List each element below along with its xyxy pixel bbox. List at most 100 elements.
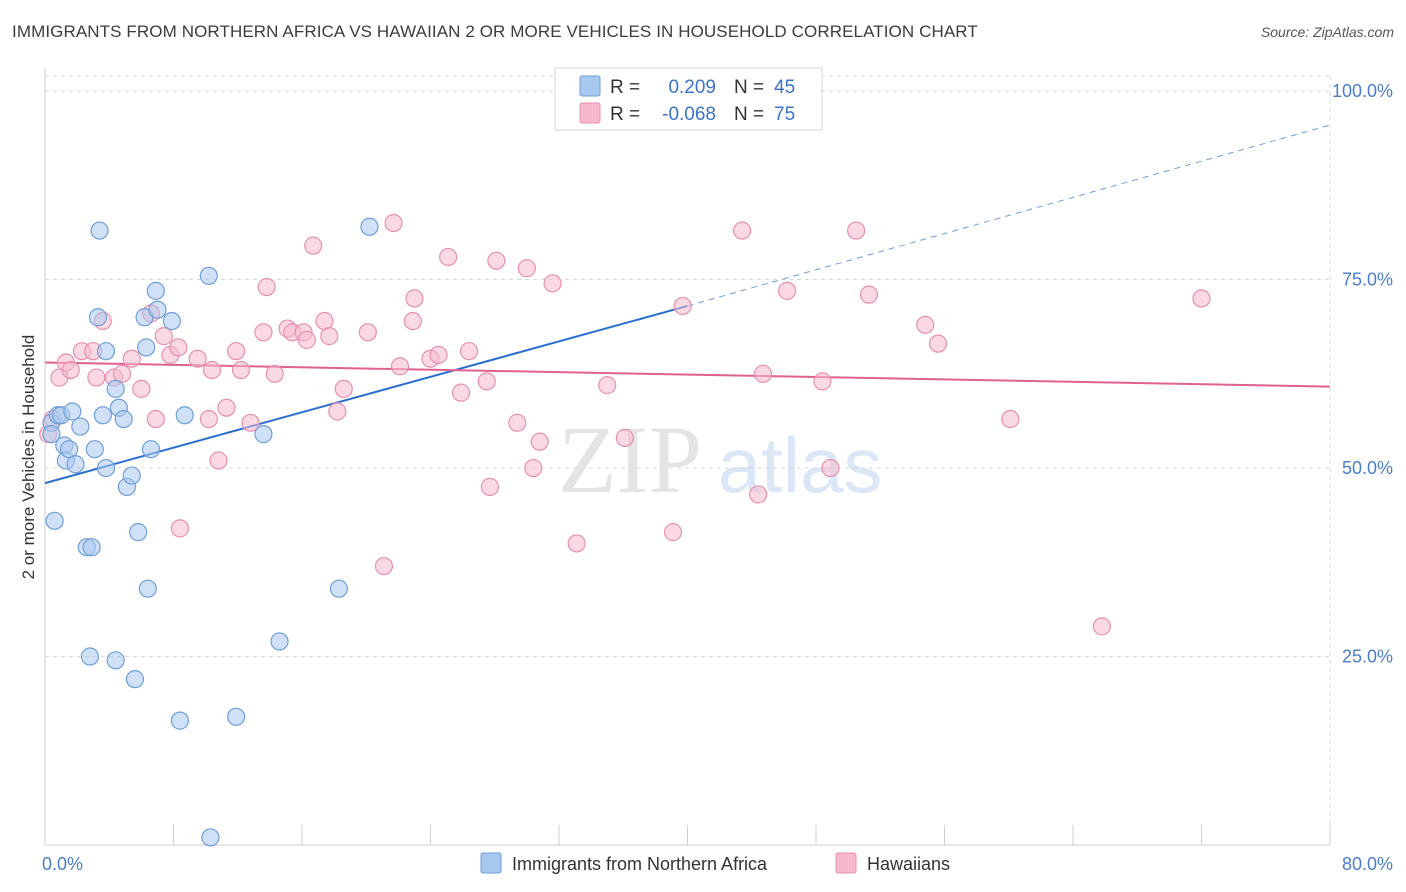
- y-tick-label: 50.0%: [1342, 458, 1393, 478]
- data-point-northern-africa: [170, 711, 190, 730]
- data-point-northern-africa: [162, 311, 181, 331]
- data-point-northern-africa: [71, 417, 90, 436]
- data-point-hawaiian: [227, 342, 246, 361]
- trend-line-blue-extension: [687, 124, 1331, 307]
- data-point-hawaiian: [813, 372, 832, 391]
- data-point-northern-africa: [129, 523, 148, 542]
- data-point-northern-africa: [137, 338, 156, 357]
- bottom-legend-label-pink: Hawaiians: [867, 854, 950, 874]
- data-point-hawaiian: [405, 289, 424, 308]
- data-point-hawaiian: [530, 432, 549, 451]
- data-point-hawaiian: [304, 236, 323, 255]
- data-point-northern-africa: [85, 440, 104, 459]
- data-point-northern-africa: [201, 828, 220, 847]
- data-point-northern-africa: [227, 707, 246, 726]
- data-point-hawaiian: [265, 364, 284, 383]
- data-point-hawaiian: [170, 519, 190, 538]
- data-point-hawaiian: [487, 251, 506, 270]
- data-point-hawaiian: [202, 360, 222, 380]
- data-point-northern-africa: [59, 440, 79, 459]
- data-point-hawaiian: [403, 311, 422, 331]
- data-point-hawaiian: [241, 413, 260, 432]
- legend-r-label-2: R =: [610, 104, 645, 125]
- data-point-hawaiian: [928, 334, 948, 353]
- data-point-hawaiian: [254, 323, 273, 342]
- bottom-legend-swatch-blue: [480, 852, 502, 874]
- watermark-atlas: atlas: [718, 421, 883, 509]
- data-point-northern-africa: [96, 342, 116, 361]
- legend-r-value-2: -0.068: [662, 104, 716, 125]
- series-legend: Immigrants from Northern Africa Hawaiian…: [480, 852, 950, 874]
- legend-n-label-2: N =: [734, 104, 769, 125]
- data-point-northern-africa: [175, 406, 194, 425]
- data-point-northern-africa: [96, 458, 116, 478]
- data-point-hawaiian: [916, 315, 935, 334]
- data-point-hawaiian: [439, 247, 458, 267]
- data-point-northern-africa: [42, 425, 61, 444]
- data-point-hawaiian: [217, 398, 236, 417]
- data-point-hawaiian: [1092, 617, 1112, 636]
- data-point-hawaiian: [61, 360, 80, 380]
- x-tick-labels: 0.0% 80.0%: [42, 854, 1393, 874]
- data-point-hawaiian: [480, 477, 500, 496]
- watermark-zip: ZIP: [558, 406, 702, 513]
- data-point-northern-africa: [106, 379, 125, 398]
- data-point-hawaiian: [188, 349, 207, 368]
- data-point-hawaiian: [749, 485, 768, 504]
- data-point-hawaiian: [753, 364, 773, 383]
- data-point-hawaiian: [146, 409, 165, 429]
- data-point-hawaiian: [199, 409, 218, 429]
- legend-n-value-1: 45: [774, 77, 795, 98]
- data-point-hawaiian: [821, 458, 840, 478]
- data-point-hawaiian: [358, 323, 377, 342]
- data-point-northern-africa: [141, 440, 161, 459]
- data-point-hawaiian: [320, 327, 339, 346]
- data-point-hawaiian: [154, 327, 173, 346]
- data-point-hawaiian: [231, 360, 251, 380]
- data-point-hawaiian: [733, 221, 752, 240]
- legend-n-label-1: N =: [734, 77, 769, 98]
- bottom-legend-swatch-pink: [835, 852, 857, 874]
- y-tick-label: 100.0%: [1332, 81, 1393, 101]
- legend-r-label-1: R =: [610, 77, 645, 98]
- y-tick-label: 25.0%: [1342, 647, 1393, 667]
- y-tick-labels: 25.0% 50.0% 75.0% 100.0%: [1332, 81, 1393, 666]
- legend-n-value-2: 75: [774, 104, 795, 125]
- data-point-hawaiian: [673, 296, 692, 316]
- data-point-hawaiian: [524, 458, 543, 478]
- data-point-hawaiian: [859, 285, 879, 304]
- data-point-hawaiian: [390, 357, 410, 376]
- x-tick-label-min: 0.0%: [42, 854, 83, 874]
- data-point-hawaiian: [1001, 409, 1020, 429]
- y-tick-label: 75.0%: [1342, 270, 1393, 290]
- data-point-hawaiian: [598, 376, 617, 395]
- source-label: Source: ZipAtlas.com: [1260, 24, 1394, 40]
- bottom-legend-label-blue: Immigrants from Northern Africa: [512, 854, 768, 874]
- data-point-northern-africa: [254, 425, 273, 444]
- data-point-hawaiian: [451, 383, 471, 402]
- data-point-northern-africa: [148, 300, 167, 319]
- data-point-northern-africa: [63, 402, 82, 421]
- data-point-northern-africa: [199, 266, 218, 285]
- data-point-northern-africa: [138, 579, 157, 598]
- data-point-hawaiian: [517, 259, 536, 278]
- data-point-hawaiian: [169, 338, 188, 357]
- data-point-hawaiian: [567, 534, 586, 553]
- data-point-hawaiian: [87, 368, 106, 387]
- data-point-hawaiian: [374, 556, 394, 576]
- data-point-hawaiian: [315, 311, 334, 331]
- data-point-hawaiian: [384, 213, 403, 233]
- data-point-hawaiian: [543, 274, 562, 293]
- data-point-hawaiian: [132, 379, 151, 398]
- data-point-northern-africa: [329, 579, 349, 598]
- data-point-hawaiian: [429, 345, 448, 365]
- chart-title: IMMIGRANTS FROM NORTHERN AFRICA VS HAWAI…: [12, 22, 978, 41]
- legend-r-value-1: 0.209: [668, 77, 716, 98]
- data-point-hawaiian: [209, 451, 228, 470]
- data-point-northern-africa: [88, 308, 108, 327]
- data-point-hawaiian: [508, 413, 527, 432]
- axes: [44, 68, 1331, 846]
- data-point-northern-africa: [114, 409, 133, 429]
- data-point-northern-africa: [270, 632, 289, 651]
